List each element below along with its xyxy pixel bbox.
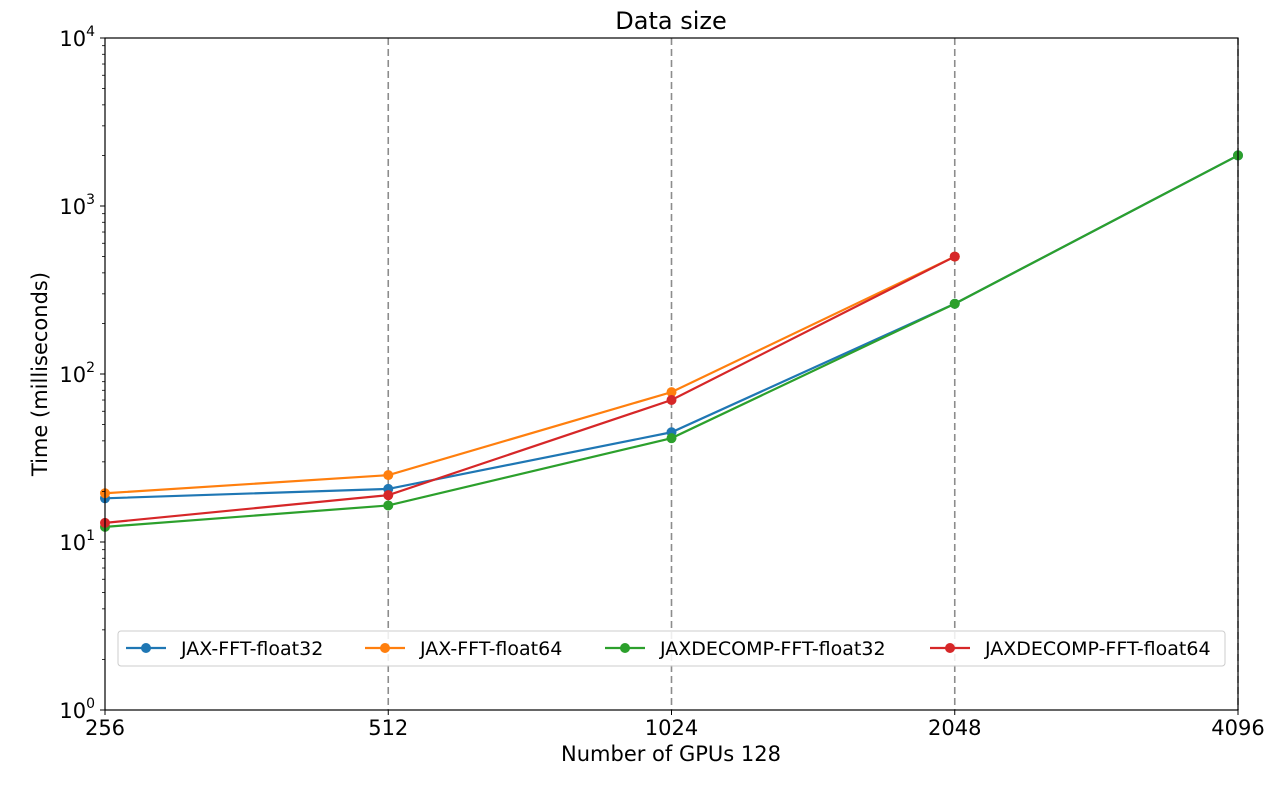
y-tick-label: 102 xyxy=(59,360,95,387)
legend-marker xyxy=(945,643,955,653)
data-point xyxy=(666,387,677,398)
series-line xyxy=(104,255,956,524)
grid xyxy=(387,38,1239,710)
x-tick-label: 4096 xyxy=(1211,716,1264,740)
series-group xyxy=(100,150,1243,532)
y-tick-label: 103 xyxy=(59,192,95,219)
legend-label: JAX-FFT-float32 xyxy=(180,638,323,660)
x-axis: 256 512 1024 2048 4096 xyxy=(85,710,1265,740)
legend-marker xyxy=(141,643,151,653)
y-tick-label: 101 xyxy=(59,528,95,555)
chart-title: Data size xyxy=(615,7,726,35)
legend-label: JAXDECOMP-FFT-float64 xyxy=(984,638,1211,660)
data-point xyxy=(666,395,677,406)
data-point xyxy=(949,298,960,309)
x-tick-label: 2048 xyxy=(928,716,981,740)
data-point xyxy=(383,500,394,511)
y-axis-label: Time (milliseconds) xyxy=(28,272,52,477)
legend-box xyxy=(117,630,1226,667)
x-tick-label: 256 xyxy=(85,716,125,740)
y-tick-label: 104 xyxy=(59,24,95,51)
x-tick-label: 1024 xyxy=(645,716,698,740)
legend-label: JAX-FFT-float64 xyxy=(419,638,562,660)
data-point xyxy=(383,470,394,481)
legend-label: JAXDECOMP-FFT-float32 xyxy=(659,638,886,660)
data-point xyxy=(949,251,960,262)
data-point xyxy=(383,490,394,501)
x-tick-label: 512 xyxy=(368,716,408,740)
legend-marker xyxy=(380,643,390,653)
x-axis-label: Number of GPUs 128 xyxy=(561,742,781,766)
legend: JAX-FFT-float32 JAX-FFT-float64 JAXDECOMP-… xyxy=(117,630,1226,667)
data-point xyxy=(666,433,677,444)
legend-marker xyxy=(620,643,630,653)
series-line xyxy=(104,255,956,495)
